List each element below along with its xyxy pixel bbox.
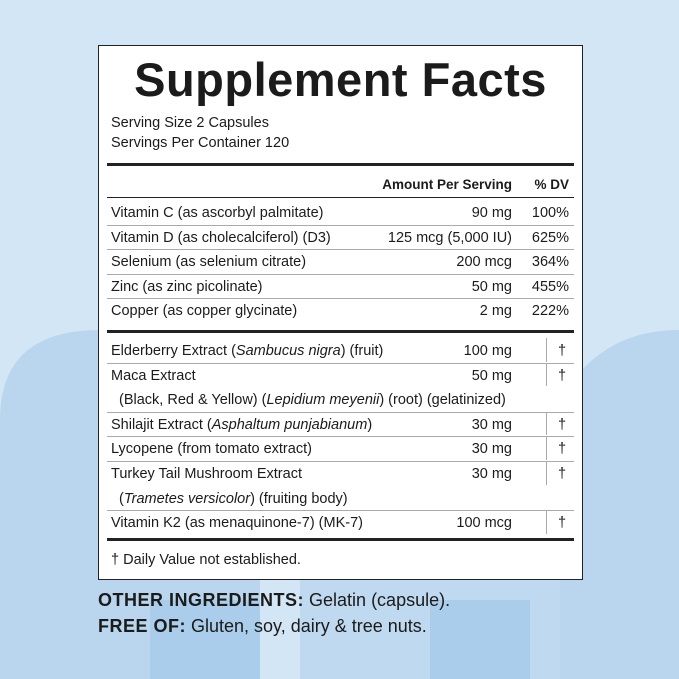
label: FREE OF: xyxy=(98,616,186,636)
rule xyxy=(107,163,574,166)
amount: 2 mg xyxy=(479,303,512,320)
rule xyxy=(107,538,574,541)
nutrient-name: Vitamin D (as cholecalciferol) (D3) xyxy=(111,229,331,246)
nutrient-name: Copper (as copper glycinate) xyxy=(111,303,298,320)
footnote: † Daily Value not established. xyxy=(111,552,301,568)
row-divider xyxy=(107,436,574,438)
daily-value: 100% xyxy=(531,205,569,221)
ingredient-name: (Black, Red & Yellow) (Lepidium meyenii)… xyxy=(119,391,506,409)
daily-value: 364% xyxy=(531,254,569,271)
facts-panel: Supplement Facts Serving Size 2 Capsules… xyxy=(98,45,583,580)
amount: 200 mcg xyxy=(456,254,512,271)
row-divider xyxy=(107,461,574,462)
amount: 100 mg xyxy=(463,343,512,359)
name-part: ) (fruiting body) xyxy=(250,490,348,507)
name-part: Lepidium meyenii xyxy=(266,392,380,409)
amount: 50 mg xyxy=(471,278,512,295)
name-part: Sambucus nigra xyxy=(235,343,341,359)
row-divider xyxy=(107,224,574,226)
daily-value: † xyxy=(558,441,567,458)
amount: 100 mcg xyxy=(456,515,512,532)
column-divider xyxy=(546,362,547,387)
name-part: Vitamin K2 (as menaquinone-7) (MK-7) xyxy=(111,515,363,532)
name-part: ( xyxy=(119,490,124,507)
column-header: % DV xyxy=(534,177,569,192)
amount: 30 mg xyxy=(471,416,512,433)
ingredient-name: Lycopene (from tomato extract) xyxy=(111,440,312,458)
serving-size: Serving Size 2 Capsules xyxy=(111,115,269,131)
column-divider xyxy=(546,411,547,436)
text: Gelatin (capsule). xyxy=(309,590,451,610)
column-divider xyxy=(546,510,547,534)
name-part: Elderberry Extract ( xyxy=(111,343,236,359)
name-part: (Black, Red & Yellow) ( xyxy=(119,392,267,409)
column-divider xyxy=(546,461,547,485)
name-part: ) (root) (gelatinized) xyxy=(379,392,506,409)
amount: 125 mcg (5,000 IU) xyxy=(387,229,512,246)
nutrient-name: Vitamin C (as ascorbyl palmitate) xyxy=(111,205,324,221)
other-ingredients: OTHER INGREDIENTS: Gelatin (capsule). xyxy=(98,590,450,611)
nutrient-name: Zinc (as zinc picolinate) xyxy=(111,278,263,295)
daily-value: 455% xyxy=(531,278,569,295)
text: Gluten, soy, dairy & tree nuts. xyxy=(191,616,427,636)
name-part: Maca Extract xyxy=(111,367,196,384)
name-part: Trametes versicolor xyxy=(123,490,251,507)
servings-per-container: Servings Per Container 120 xyxy=(111,135,290,151)
amount: 50 mg xyxy=(471,367,512,384)
daily-value: † xyxy=(558,343,567,359)
rule xyxy=(107,330,574,333)
ingredient-name: Shilajit Extract (Asphaltum punjabianum) xyxy=(111,416,372,434)
daily-value: † xyxy=(558,416,567,433)
name-part: ) xyxy=(367,416,373,433)
amount: 30 mg xyxy=(471,441,512,458)
name-part: Shilajit Extract ( xyxy=(111,416,212,433)
name-part: Turkey Tail Mushroom Extract xyxy=(111,466,302,482)
ingredient-name: Maca Extract xyxy=(111,367,196,385)
amount: 30 mg xyxy=(471,466,512,482)
ingredient-name: Elderberry Extract (Sambucus nigra) (fru… xyxy=(111,342,383,360)
row-divider xyxy=(107,298,574,300)
column-divider xyxy=(546,338,547,362)
name-part: Asphaltum punjabianum xyxy=(211,416,368,433)
daily-value: 625% xyxy=(531,229,569,246)
label: OTHER INGREDIENTS: xyxy=(98,590,305,610)
row-divider xyxy=(107,273,574,275)
name-part: ) (fruit) xyxy=(340,343,384,359)
ingredient-name: (Trametes versicolor) (fruiting body) xyxy=(119,490,348,508)
ingredient-name: Vitamin K2 (as menaquinone-7) (MK-7) xyxy=(111,514,363,532)
ingredient-name: Turkey Tail Mushroom Extract xyxy=(111,465,302,483)
row-divider xyxy=(107,362,574,364)
free-of: FREE OF: Gluten, soy, dairy & tree nuts. xyxy=(98,616,427,637)
column-header: Amount Per Serving xyxy=(382,177,512,192)
rule xyxy=(107,197,574,198)
row-divider xyxy=(107,249,574,251)
amount: 90 mg xyxy=(471,205,512,221)
title: Supplement Facts xyxy=(134,53,547,106)
daily-value: † xyxy=(558,367,567,384)
daily-value: † xyxy=(558,466,567,482)
daily-value: † xyxy=(558,515,567,532)
row-divider xyxy=(107,510,574,512)
daily-value: 222% xyxy=(531,303,569,320)
name-part: Lycopene (from tomato extract) xyxy=(111,441,312,458)
column-divider xyxy=(546,436,547,460)
row-divider xyxy=(107,411,574,413)
nutrient-name: Selenium (as selenium citrate) xyxy=(111,254,307,271)
